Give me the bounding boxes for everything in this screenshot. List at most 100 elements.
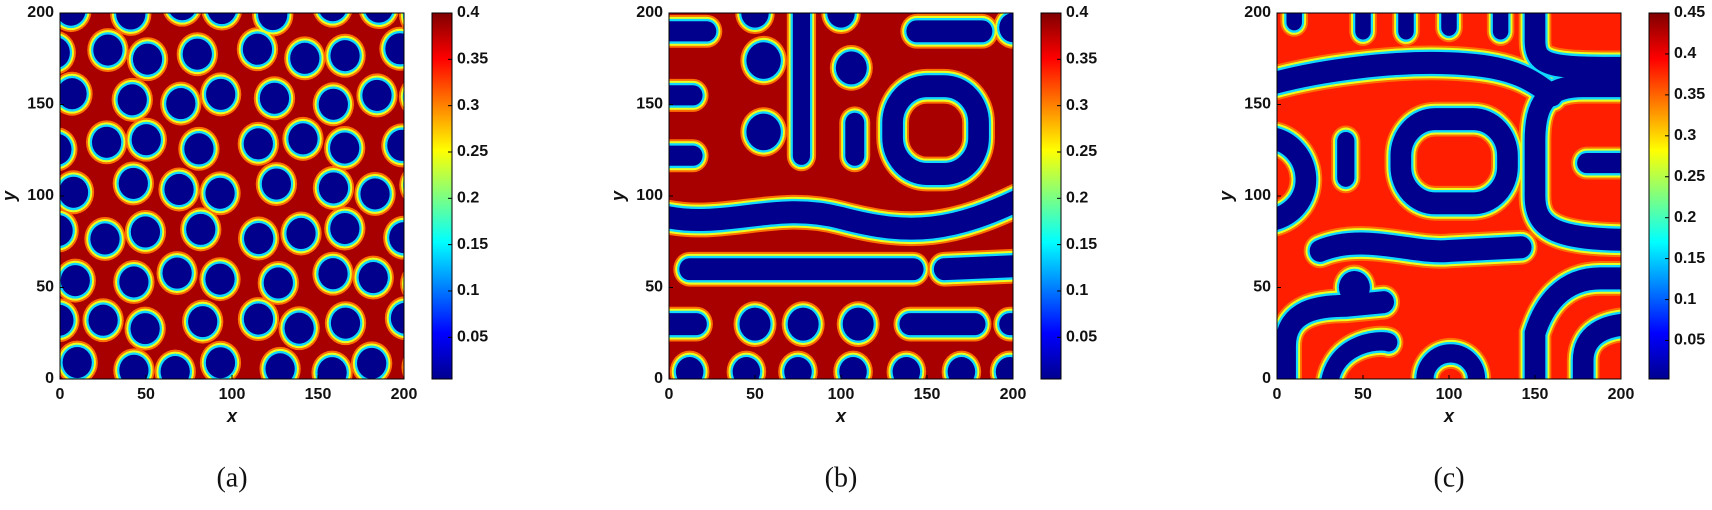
spot (60, 134, 72, 165)
ring (882, 75, 989, 186)
stripe (1309, 232, 1532, 263)
colorbar-tick-label: 0.4 (457, 4, 479, 21)
colorbar (1040, 12, 1062, 380)
ring (1390, 108, 1518, 215)
spot (401, 356, 404, 378)
spot (242, 33, 273, 65)
x-axis-label: x (1443, 406, 1455, 426)
x-tick-label: 0 (56, 386, 65, 403)
spot (243, 128, 273, 160)
colorbar-tick-label: 0.15 (1066, 236, 1097, 253)
stripe (1524, 13, 1621, 79)
spot (60, 215, 73, 246)
spot (362, 79, 392, 111)
x-tick-label: 200 (391, 386, 418, 403)
spot (675, 357, 704, 379)
panel: 0 50 100 150 200 0 50 100 150 200 x y 0.05 0.1 0.15 0.2… (608, 4, 1097, 493)
y-axis-label: y (1216, 190, 1236, 202)
spot (116, 13, 146, 30)
stripe (669, 190, 1013, 240)
stripe (1277, 291, 1394, 379)
colorbar-tick-label: 0.1 (1066, 282, 1088, 299)
spot (405, 0, 434, 30)
spot (261, 168, 291, 200)
spot (164, 173, 194, 206)
spot (60, 13, 86, 26)
spot (118, 167, 148, 199)
spot (244, 222, 274, 255)
spot (405, 81, 434, 112)
panel: 0 50 100 150 200 0 50 100 150 200 x y 0.05 0.1 0.15 0.2… (1216, 4, 1705, 493)
y-tick-label: 150 (27, 96, 54, 113)
spot (732, 357, 761, 379)
y-tick-label: 0 (45, 370, 54, 387)
stripe (1572, 313, 1621, 379)
spot (119, 354, 149, 379)
colorbar-tick-label: 0.45 (1674, 4, 1705, 21)
spot (286, 217, 316, 250)
y-tick-label: 50 (36, 279, 54, 296)
spot (169, 13, 195, 21)
spot (739, 307, 771, 341)
stripe (1277, 128, 1317, 230)
pattern (1277, 13, 1621, 379)
colorbar-tick-label: 0.35 (1066, 51, 1097, 68)
spot (186, 213, 216, 245)
spot (207, 13, 236, 25)
stripe (1277, 52, 1563, 107)
spot (60, 37, 70, 68)
pattern (0, 0, 434, 392)
colorbar-tick-label: 0.15 (1674, 250, 1705, 267)
spot (330, 307, 361, 339)
spot (91, 126, 122, 158)
spot (4, 255, 38, 291)
spot (365, 13, 393, 23)
spot (205, 263, 235, 295)
spot (330, 132, 360, 164)
colorbar-tick-label: 0.05 (1674, 332, 1705, 349)
x-tick-label: 100 (828, 386, 855, 403)
spot (160, 356, 190, 379)
spot (243, 303, 274, 335)
caption: (b) (825, 462, 858, 493)
spot (284, 312, 314, 344)
colorbar-tick-label: 0.3 (457, 97, 479, 114)
spot (317, 357, 347, 379)
spot (400, 85, 404, 108)
colorbar-tick-label: 0.4 (1066, 4, 1088, 21)
spot (88, 304, 118, 336)
pattern (669, 13, 1013, 379)
spot (93, 34, 123, 66)
y-tick-label: 100 (27, 187, 54, 204)
spot (60, 78, 87, 110)
colorbar-tick-label: 0.35 (457, 51, 488, 68)
x-tick-label: 100 (219, 386, 246, 403)
spot (182, 38, 212, 70)
spot (130, 313, 160, 345)
y-tick-label: 200 (27, 4, 54, 21)
y-tick-label: 0 (654, 370, 663, 387)
spot (205, 347, 236, 379)
x-tick-label: 0 (1273, 386, 1282, 403)
spot (6, 257, 35, 288)
colorbar-tick-label: 0.2 (1674, 209, 1696, 226)
spot (357, 347, 387, 379)
spot (390, 302, 404, 334)
spot (4, 352, 38, 388)
spot (0, 348, 41, 392)
y-tick-label: 0 (1262, 370, 1271, 387)
heatmap-field (1277, 13, 1621, 379)
panel: 0 50 100 150 200 0 50 100 150 200 x y 0.05 0.1 0.15 0.2… (0, 0, 488, 493)
colorbar (1648, 12, 1670, 380)
colorbar-tick-label: 0.25 (457, 143, 488, 160)
spot (787, 307, 819, 341)
spot (132, 43, 163, 75)
spot (330, 212, 360, 245)
caption: (a) (216, 462, 247, 493)
stripe (1321, 332, 1398, 379)
y-axis-label: y (0, 190, 19, 202)
spot (839, 357, 867, 379)
spot (258, 13, 288, 31)
x-tick-label: 200 (1000, 386, 1027, 403)
